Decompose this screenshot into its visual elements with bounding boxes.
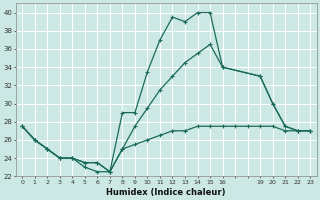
X-axis label: Humidex (Indice chaleur): Humidex (Indice chaleur)	[107, 188, 226, 197]
